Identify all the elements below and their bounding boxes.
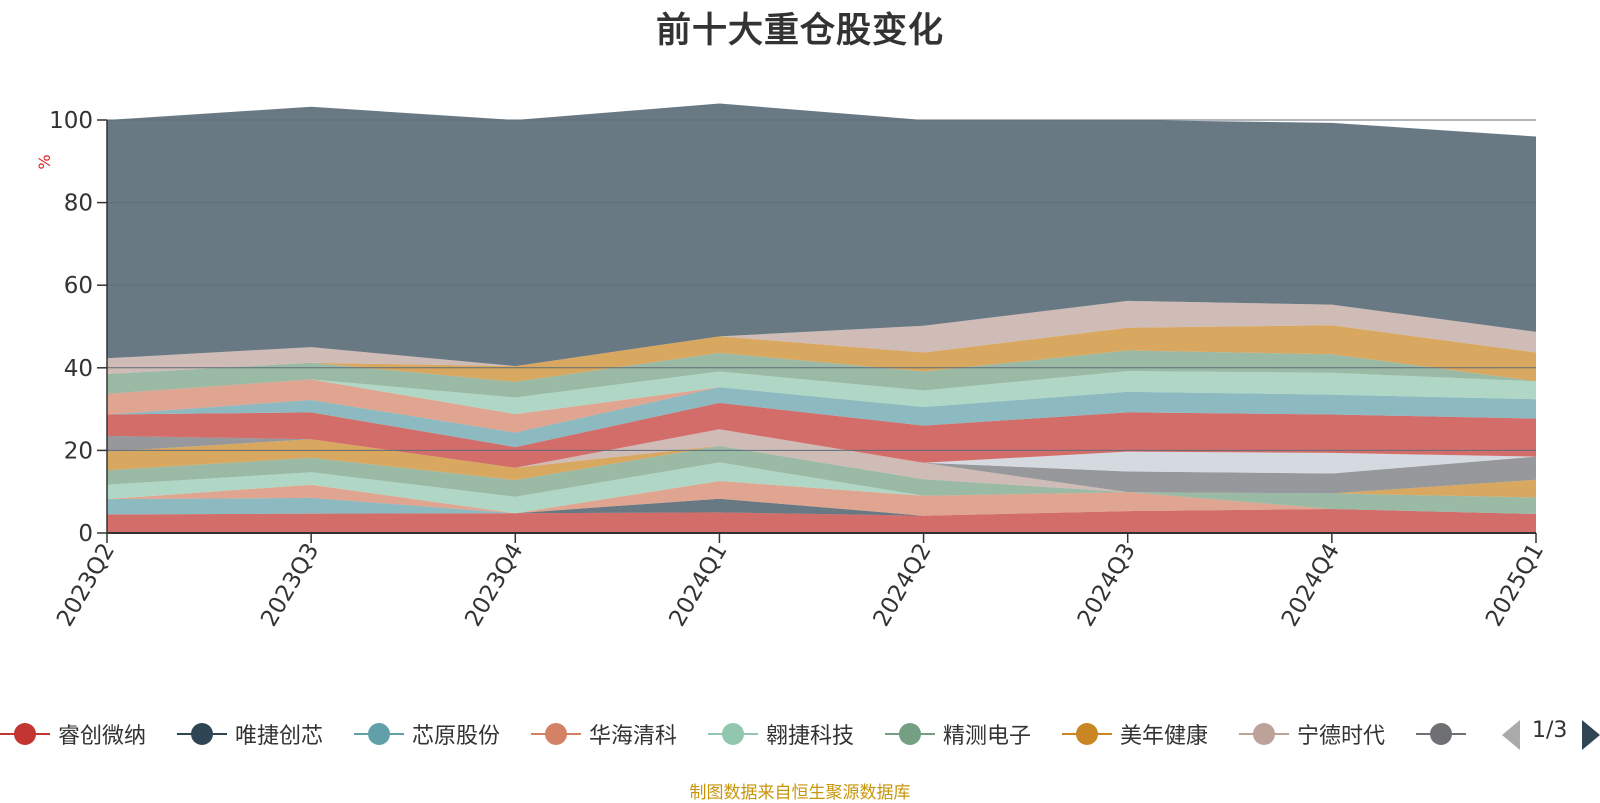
x-tick-label: 2025Q1 bbox=[1481, 539, 1549, 631]
area-series-5[interactable] bbox=[107, 462, 1536, 514]
area-series-12[interactable] bbox=[107, 387, 1536, 448]
area-series-4[interactable] bbox=[107, 481, 1536, 516]
area-series-6[interactable] bbox=[107, 445, 1536, 514]
area-series-3[interactable] bbox=[107, 497, 1536, 516]
legend-label: 美年健康 bbox=[1120, 724, 1209, 749]
legend-item[interactable]: 睿创微纳 bbox=[0, 714, 146, 754]
area-series-11[interactable] bbox=[107, 402, 1536, 468]
x-tick-label: 2024Q1 bbox=[664, 539, 732, 631]
x-tick-label: 2024Q2 bbox=[869, 539, 937, 631]
x-tick-label: 2023Q3 bbox=[256, 539, 324, 631]
legend-marker-icon bbox=[177, 714, 227, 754]
legend-item[interactable]: 精测电子 bbox=[885, 714, 1031, 754]
legend-item[interactable] bbox=[1416, 714, 1466, 754]
y-tick-label: 60 bbox=[64, 273, 93, 299]
area-series-14[interactable] bbox=[107, 371, 1536, 415]
grid-layer bbox=[107, 119, 1536, 451]
legend-marker-icon bbox=[354, 714, 404, 754]
area-series-13[interactable] bbox=[107, 379, 1536, 433]
area-series-1[interactable] bbox=[107, 509, 1536, 533]
source-note: 制图数据来自恒生聚源数据库 bbox=[689, 783, 911, 803]
area-series-17[interactable] bbox=[107, 300, 1536, 374]
y-axis-unit-label: % bbox=[35, 154, 54, 169]
area-series-15[interactable] bbox=[107, 350, 1536, 398]
legend-marker-icon bbox=[531, 714, 581, 754]
legend-next-page-icon[interactable] bbox=[1582, 720, 1600, 750]
x-tick-label: 2024Q4 bbox=[1277, 539, 1345, 631]
legend-prev-page-icon[interactable] bbox=[1502, 720, 1520, 750]
y-tick-label: 20 bbox=[64, 438, 93, 464]
x-tick-label: 2024Q3 bbox=[1073, 539, 1141, 631]
legend-item[interactable]: 芯原股份 bbox=[354, 714, 500, 754]
legend-label: 睿创微纳 bbox=[58, 724, 147, 749]
area-series-10[interactable] bbox=[107, 429, 1536, 474]
legend-item[interactable]: 唯捷创芯 bbox=[177, 714, 323, 754]
area-series-9[interactable] bbox=[107, 429, 1536, 494]
area-series-7[interactable] bbox=[107, 439, 1536, 498]
x-tick-label: 2023Q4 bbox=[460, 539, 528, 631]
legend-label: 翱捷科技 bbox=[766, 724, 855, 749]
area-series-8[interactable] bbox=[107, 429, 1536, 494]
legend-marker-icon bbox=[1239, 714, 1289, 754]
legend-label: 华海清科 bbox=[589, 724, 678, 749]
legend-label: 精测电子 bbox=[943, 724, 1032, 749]
legend-label: 宁德时代 bbox=[1297, 724, 1386, 749]
legend-marker-icon bbox=[1416, 714, 1466, 754]
legend-marker-icon bbox=[1062, 714, 1112, 754]
x-tick-label: 2023Q2 bbox=[52, 539, 120, 631]
legend-item[interactable]: 翱捷科技 bbox=[708, 714, 854, 754]
y-tick-label: 100 bbox=[49, 108, 93, 134]
y-tick-label: 80 bbox=[64, 191, 93, 217]
legend-item[interactable]: 华海清科 bbox=[531, 714, 677, 754]
legend-marker-icon bbox=[0, 714, 50, 754]
legend-item[interactable]: 美年健康 bbox=[1062, 714, 1208, 754]
y-tick-label: 40 bbox=[64, 356, 93, 382]
area-series-18[interactable] bbox=[107, 103, 1536, 367]
legend-label: 芯原股份 bbox=[412, 724, 501, 749]
legend-page-indicator: 1/3 bbox=[1532, 718, 1568, 743]
legend-pager: 1/3 bbox=[1498, 712, 1600, 756]
legend-item[interactable]: 宁德时代 bbox=[1239, 714, 1385, 754]
legend: 睿创微纳 唯捷创芯 芯原股份 华海清科 翱捷科技 精测电子 美年健康 宁德时代 bbox=[0, 714, 1490, 754]
y-tick-label: 0 bbox=[78, 521, 93, 547]
chart-title: 前十大重仓股变化 bbox=[655, 11, 944, 51]
legend-label: 唯捷创芯 bbox=[235, 724, 324, 749]
areas-layer bbox=[107, 103, 1536, 533]
legend-marker-icon bbox=[708, 714, 758, 754]
legend-marker-icon bbox=[885, 714, 935, 754]
